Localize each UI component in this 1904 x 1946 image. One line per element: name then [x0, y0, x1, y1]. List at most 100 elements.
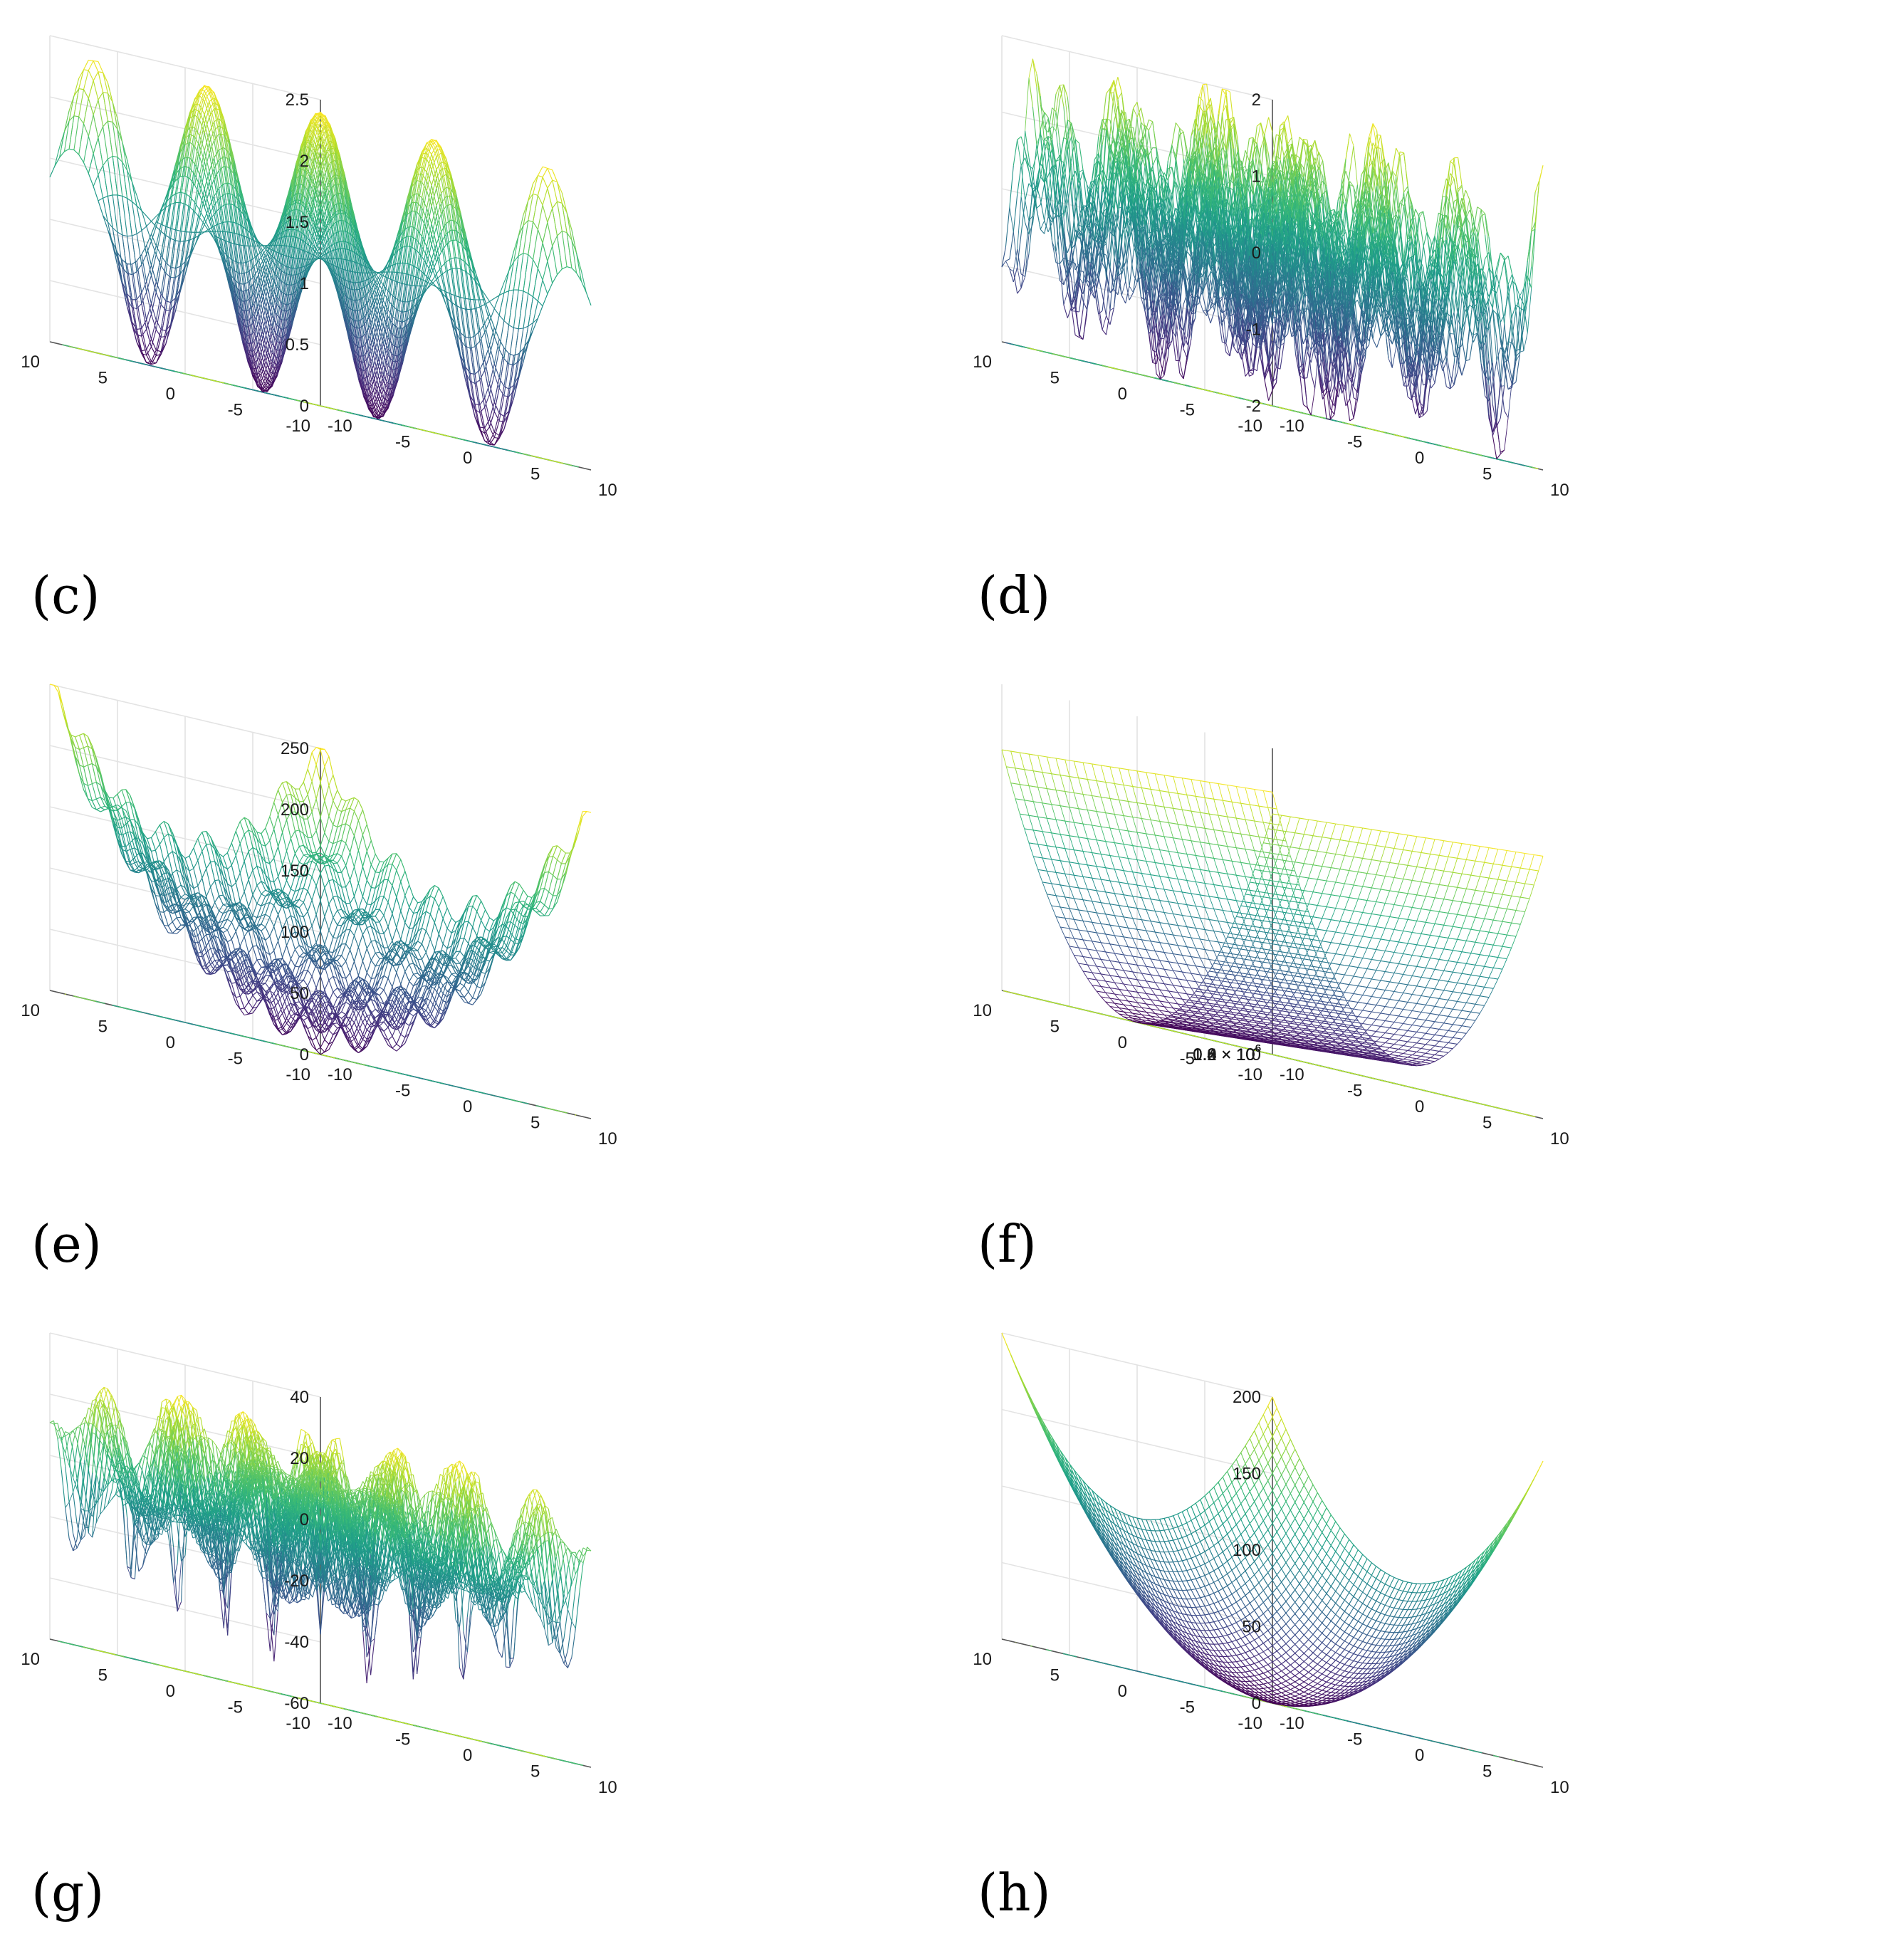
- mesh-segment: [305, 206, 311, 237]
- mesh-segment: [334, 174, 340, 210]
- mesh-segment: [271, 260, 278, 288]
- mesh-segment: [407, 226, 413, 264]
- mesh-segment: [363, 325, 370, 357]
- mesh-segment: [238, 234, 244, 274]
- mesh-segment: [325, 137, 331, 163]
- mesh-segment: [407, 284, 412, 286]
- mesh-segment: [136, 234, 142, 265]
- y-tick-label: -5: [228, 401, 243, 420]
- mesh-segment: [117, 258, 123, 286]
- mesh-segment: [445, 261, 451, 294]
- mesh-segment: [160, 300, 167, 330]
- mesh-segment: [387, 300, 394, 307]
- mesh-segment: [252, 372, 258, 387]
- mesh-segment: [310, 135, 316, 159]
- mesh-segment: [127, 273, 132, 308]
- mesh-segment: [199, 91, 205, 96]
- mesh-segment: [257, 367, 263, 385]
- mesh-segment: [238, 272, 244, 274]
- mesh-segment: [238, 179, 244, 198]
- mesh-segment: [422, 271, 427, 277]
- mesh-segment: [160, 206, 167, 212]
- mesh-segment: [228, 257, 234, 291]
- mesh-segment: [112, 102, 118, 130]
- mesh-segment: [257, 310, 263, 325]
- mesh-segment: [373, 316, 379, 338]
- mesh-segment: [64, 148, 70, 152]
- mesh-segment: [305, 242, 311, 248]
- mesh-segment: [426, 266, 432, 283]
- mesh-segment: [219, 237, 224, 241]
- mesh-segment: [571, 229, 577, 253]
- mesh-segment: [469, 258, 476, 271]
- mesh-segment: [189, 157, 195, 164]
- mesh-segment: [262, 330, 268, 350]
- mesh-segment: [276, 350, 283, 373]
- mesh-segment: [344, 269, 350, 308]
- mesh-segment: [474, 383, 481, 413]
- mesh-segment: [271, 286, 278, 316]
- mesh-segment: [93, 71, 99, 81]
- mesh-segment: [349, 197, 355, 225]
- mesh-segment: [446, 240, 451, 246]
- mesh-segment: [377, 320, 384, 338]
- mesh-segment: [498, 386, 505, 414]
- mesh-segment: [271, 376, 278, 384]
- mesh-segment: [402, 203, 408, 217]
- mesh-segment: [354, 357, 360, 382]
- mesh-segment: [73, 116, 80, 150]
- mesh-segment: [445, 187, 451, 220]
- mesh-segment: [189, 168, 195, 175]
- mesh-segment: [233, 233, 239, 273]
- mesh-segment: [340, 258, 345, 260]
- mesh-segment: [359, 324, 365, 329]
- mesh-segment: [533, 175, 538, 184]
- mesh-segment: [339, 193, 345, 231]
- mesh-segment: [209, 157, 215, 172]
- mesh-segment: [199, 114, 205, 136]
- mesh-segment: [276, 271, 283, 305]
- mesh-segment: [493, 363, 500, 378]
- mesh-segment: [262, 365, 268, 380]
- mesh-segment: [359, 255, 365, 261]
- mesh-segment: [228, 167, 234, 205]
- panel-label: (c): [31, 570, 100, 621]
- mesh-segment: [552, 169, 558, 182]
- mesh-segment: [335, 212, 340, 216]
- mesh-segment: [223, 263, 229, 276]
- mesh-segment: [132, 233, 137, 236]
- mesh-segment: [335, 219, 340, 224]
- mesh-segment: [387, 355, 394, 362]
- mesh-segment: [49, 166, 56, 177]
- mesh-segment: [552, 179, 558, 202]
- mesh-segment: [315, 215, 321, 234]
- mesh-segment: [417, 167, 422, 194]
- mesh-segment: [300, 142, 307, 169]
- mesh-segment: [229, 221, 234, 223]
- mesh-segment: [422, 197, 427, 209]
- mesh-segment: [184, 193, 191, 197]
- mesh-segment: [479, 323, 486, 332]
- mesh-segment: [228, 183, 234, 223]
- mesh-segment: [358, 244, 365, 273]
- mesh-segment: [382, 267, 389, 286]
- mesh-segment: [460, 227, 466, 263]
- mesh-segment: [252, 323, 258, 352]
- mesh-segment: [194, 112, 200, 137]
- mesh-segment: [199, 174, 205, 189]
- mesh-segment: [339, 220, 345, 260]
- mesh-segment: [257, 314, 263, 339]
- mesh-segment: [382, 291, 389, 300]
- mesh-segment: [353, 252, 360, 290]
- mesh-segment: [325, 190, 331, 219]
- mesh-segment: [358, 272, 365, 308]
- mesh-segment: [503, 395, 509, 397]
- mesh-segment: [518, 328, 524, 330]
- mesh-segment: [373, 390, 379, 407]
- mesh-segment: [295, 193, 302, 231]
- mesh-segment: [402, 273, 408, 313]
- mesh-segment: [223, 261, 229, 272]
- mesh-segment: [523, 291, 528, 294]
- mesh-segment: [233, 186, 239, 224]
- mesh-segment: [310, 113, 316, 126]
